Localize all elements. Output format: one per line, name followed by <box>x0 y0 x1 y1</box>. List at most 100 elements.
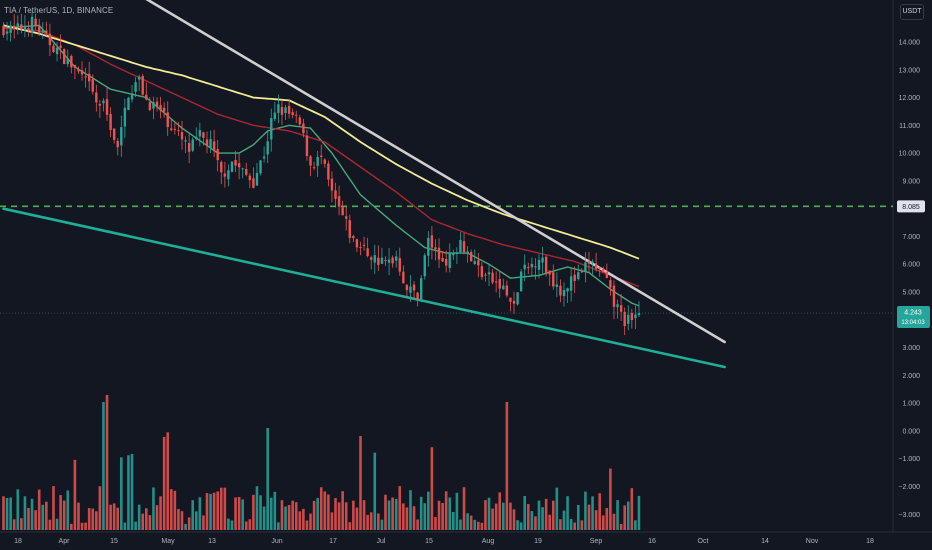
volume-bar <box>98 486 102 530</box>
volume-bar <box>587 504 591 530</box>
candle-body <box>366 248 369 257</box>
time-tick-label: 17 <box>329 538 337 545</box>
volume-bar <box>12 519 16 530</box>
volume-bar <box>269 497 273 530</box>
candle-body <box>530 263 534 268</box>
volume-bar <box>305 520 309 530</box>
candle-body <box>30 16 34 33</box>
volume-bar <box>298 511 302 530</box>
volume-bar <box>252 494 255 530</box>
candle-body <box>55 47 59 55</box>
candle-body <box>395 256 398 261</box>
candle-body <box>502 285 505 290</box>
candle-body <box>359 247 362 249</box>
time-tick-label: Sep <box>590 538 603 545</box>
volume-bar <box>20 518 23 530</box>
candle-body <box>509 297 512 302</box>
volume-bar <box>487 497 491 530</box>
candle-body <box>555 284 559 287</box>
volume-bar <box>109 504 112 530</box>
volume-bar <box>41 504 45 530</box>
volume-bar <box>559 519 562 530</box>
volume-bar <box>537 500 541 530</box>
volume-bar <box>145 508 148 530</box>
volume-bar <box>327 494 330 530</box>
price-tick-label: −3.000 <box>898 512 920 519</box>
volume-bar <box>634 520 637 530</box>
candle-body <box>195 136 198 139</box>
candle-body <box>27 28 30 31</box>
candle-body <box>548 270 551 275</box>
candle-body <box>162 107 166 112</box>
candle-body <box>591 261 594 264</box>
volume-bar <box>223 487 227 530</box>
price-tick-label: 2.000 <box>902 373 920 380</box>
volume-bar <box>394 498 398 530</box>
volume-bar <box>359 436 362 530</box>
volume-bar <box>137 504 141 530</box>
volume-bar <box>173 490 177 530</box>
candle-body <box>387 259 391 263</box>
candle-body <box>187 142 191 152</box>
time-tick-label: 15 <box>110 538 118 545</box>
candle-body <box>534 266 537 268</box>
volume-bar <box>152 487 155 530</box>
volume-bar <box>166 432 170 530</box>
candle-body <box>59 45 62 48</box>
candle-body <box>45 30 48 34</box>
candle-body <box>455 252 459 254</box>
volume-bar <box>462 487 466 530</box>
candle-body <box>477 260 480 266</box>
price-tick-label: −2.000 <box>898 484 920 491</box>
price-tick-label: 5.000 <box>902 290 920 297</box>
volume-bar <box>352 500 355 530</box>
candle-body <box>330 178 334 191</box>
time-axis-labels: 18 Apr 15 May 13 Jun 17 Jul 15 Aug 19 Sep 16 Oct 14 Nov… <box>14 538 874 545</box>
volume-bar <box>355 507 359 530</box>
volume-bar <box>616 500 619 530</box>
volume-bar <box>105 395 109 530</box>
candle-body <box>637 313 641 316</box>
candle-body <box>448 252 451 268</box>
candle-body <box>552 272 555 287</box>
volume-bar <box>262 506 266 530</box>
volume-bar <box>505 402 509 530</box>
volume-bar <box>369 512 373 530</box>
candle-body <box>609 280 612 288</box>
candle-body <box>155 101 159 107</box>
volume-bar <box>448 497 452 530</box>
candle-body <box>241 168 244 170</box>
volume-bar <box>391 497 394 530</box>
candle-body <box>380 257 384 264</box>
candle-body <box>512 300 516 304</box>
candle-body <box>427 237 430 256</box>
candle-body <box>337 196 341 207</box>
volume-bar <box>387 500 391 530</box>
candle-body <box>302 123 305 134</box>
candle-body <box>434 247 437 250</box>
volume-bar <box>594 510 598 530</box>
volume-bar <box>134 521 137 530</box>
candle-body <box>252 178 255 188</box>
candle-body <box>262 156 266 159</box>
level-price-tag <box>897 200 925 213</box>
volume-bar <box>409 490 412 530</box>
candle-body <box>466 251 469 254</box>
currency-unit-button[interactable]: USDT <box>900 4 924 20</box>
volume-bar <box>16 489 20 530</box>
candle-body <box>180 132 184 140</box>
volume-bar <box>377 513 380 530</box>
volume-bar <box>477 521 480 530</box>
volume-bar <box>419 496 423 530</box>
candle-body <box>598 267 601 269</box>
volume-bar <box>330 512 334 530</box>
volume-bar <box>562 510 566 530</box>
volume-bar <box>62 500 66 530</box>
candle-body <box>462 241 466 253</box>
volume-bar <box>605 508 609 530</box>
volume-bar <box>398 486 402 530</box>
candle-body <box>95 92 98 103</box>
candle-body <box>266 141 269 155</box>
candle-body <box>38 26 41 34</box>
